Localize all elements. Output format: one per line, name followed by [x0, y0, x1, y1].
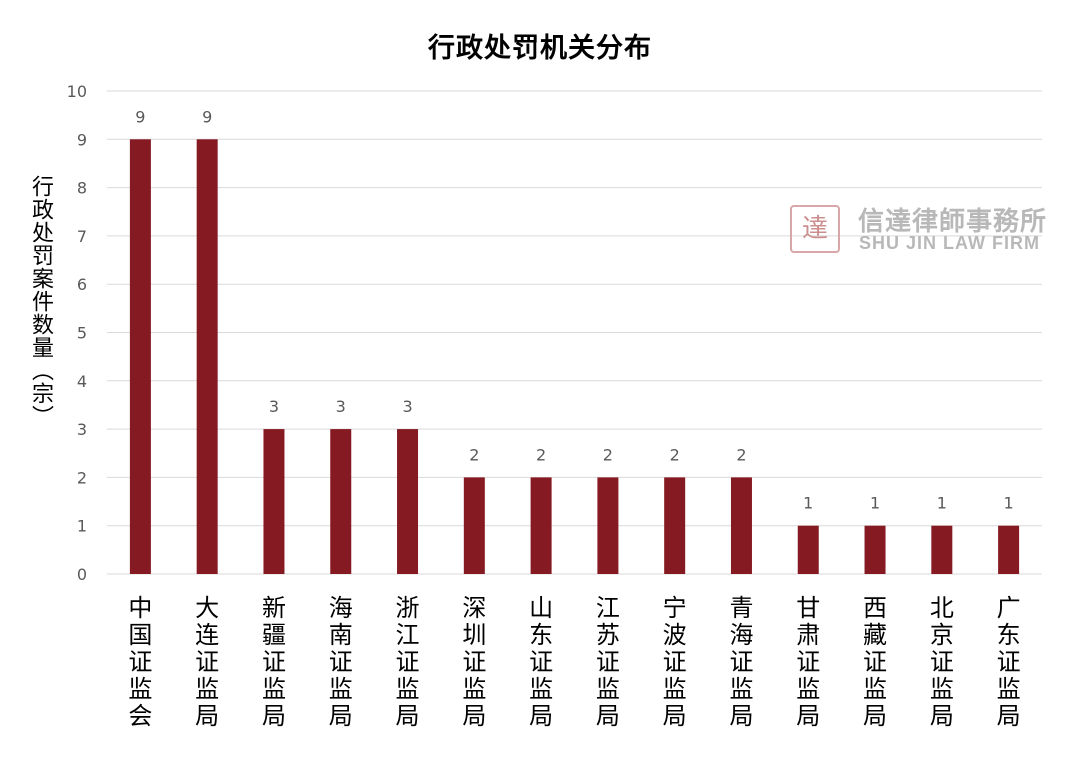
bar: [263, 429, 285, 574]
bar: [931, 525, 953, 574]
data-label: 9: [202, 107, 212, 126]
x-tick-label: 大连证监局: [195, 594, 219, 730]
watermark-name-cn: 信達律師事務所: [858, 207, 1048, 237]
x-tick-label: 西藏证监局: [863, 594, 887, 730]
y-tick-labels: 0 1 2 3 4 5 6 7 8 9 10: [67, 82, 87, 584]
bar: [397, 429, 419, 574]
data-label: 1: [870, 494, 880, 513]
y-tick-label: 6: [77, 275, 87, 294]
bar: [196, 139, 218, 575]
x-tick-label: 甘肃证监局: [796, 594, 820, 730]
data-labels: 9 9 3 3 3 2 2 2 2 2 1 1 1 1: [135, 107, 1013, 512]
x-tick-label: 青海证监局: [729, 594, 753, 730]
y-tick-label: 1: [77, 517, 87, 536]
y-tick-label: 3: [77, 420, 87, 439]
data-label: 1: [937, 494, 947, 513]
x-tick-label: 江苏证监局: [596, 594, 620, 730]
x-tick-label: 广东证监局: [997, 594, 1021, 730]
bar: [330, 429, 352, 574]
watermark-name-en: SHU JIN LAW FIRM: [859, 233, 1040, 253]
y-tick-label: 4: [77, 372, 87, 391]
bar: [730, 477, 752, 574]
bar: [129, 139, 151, 575]
y-tick-label: 7: [77, 227, 87, 246]
data-label: 3: [402, 397, 412, 416]
chart-title: 行政处罚机关分布: [428, 33, 652, 64]
bar: [864, 525, 886, 574]
data-label: 3: [336, 397, 346, 416]
bar: [530, 477, 552, 574]
bars: [129, 139, 1020, 575]
x-tick-label: 浙江证监局: [396, 594, 420, 730]
data-label: 2: [736, 445, 746, 464]
data-label: 2: [469, 445, 479, 464]
x-tick-labels: 中国证监会 大连证监局 新疆证监局 海南证监局 浙江证监局 深圳证监局 山东证监局 江苏证监局…: [128, 594, 1020, 730]
y-tick-label: 0: [77, 565, 87, 584]
x-tick-label: 北京证监局: [930, 594, 954, 730]
y-axis-label: 行政处罚案件数量（宗）: [28, 175, 53, 428]
y-tick-label: 2: [77, 468, 87, 487]
gridlines: [107, 90, 1042, 575]
bar: [463, 477, 485, 574]
watermark: 達 信達律師事務所 SHU JIN LAW FIRM: [790, 203, 1060, 255]
bar: [664, 477, 686, 574]
y-tick-label: 5: [77, 324, 87, 343]
y-tick-label: 8: [77, 179, 87, 198]
bar: [797, 525, 819, 574]
data-label: 2: [603, 445, 613, 464]
bar: [597, 477, 619, 574]
x-tick-label: 中国证监会: [128, 594, 152, 730]
x-tick-label: 新疆证监局: [262, 594, 286, 730]
x-tick-label: 深圳证监局: [462, 594, 486, 730]
data-label: 9: [135, 107, 145, 126]
y-tick-label: 10: [67, 82, 87, 101]
bar: [998, 525, 1020, 574]
data-label: 2: [670, 445, 680, 464]
seal-logo: 達: [790, 205, 840, 253]
x-tick-label: 宁波证监局: [663, 594, 687, 730]
data-label: 2: [536, 445, 546, 464]
data-label: 1: [803, 494, 813, 513]
x-tick-label: 山东证监局: [529, 594, 553, 730]
data-label: 1: [1004, 494, 1014, 513]
data-label: 3: [269, 397, 279, 416]
y-tick-label: 9: [77, 130, 87, 149]
x-tick-label: 海南证监局: [329, 594, 353, 730]
